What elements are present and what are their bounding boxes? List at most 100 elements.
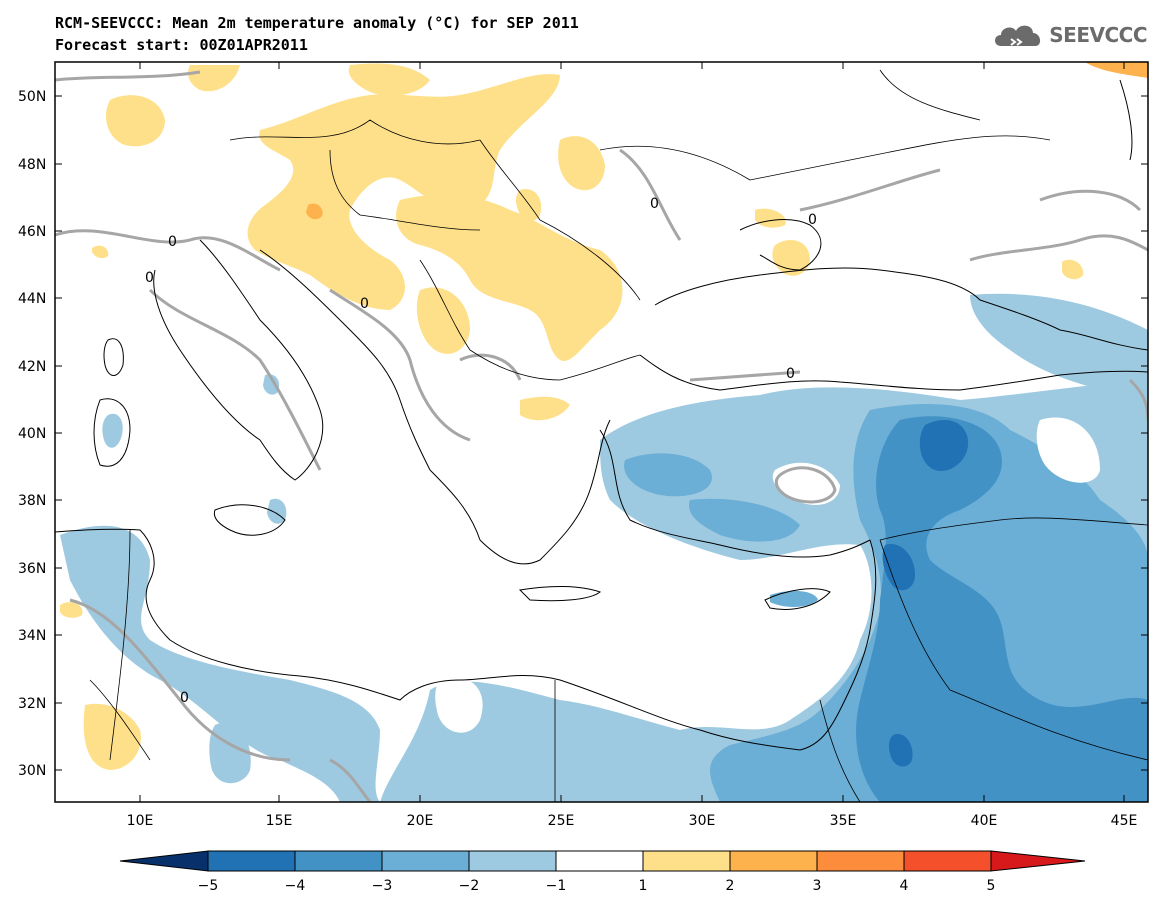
lat-label: 44N <box>18 291 46 307</box>
colorbar-tick-label: −4 <box>285 878 306 894</box>
lon-label: 30E <box>689 813 716 829</box>
anomaly-area-plus1-caucasus <box>1062 259 1084 280</box>
lat-label: 32N <box>18 696 46 712</box>
border-lines <box>89 69 1148 802</box>
lon-label: 20E <box>407 813 434 829</box>
lon-label: 45E <box>1111 813 1138 829</box>
colorbar-tick-label: −2 <box>459 878 480 894</box>
anomaly-neutral-sinai <box>435 677 483 733</box>
zero-contour-balkan <box>329 288 471 442</box>
lat-label: 30N <box>18 763 46 779</box>
anomaly-area-plus1-aegean <box>520 396 570 421</box>
zero-contour-caucasus <box>1039 189 1142 212</box>
coastline-italy <box>153 239 324 481</box>
coastline-crete <box>518 586 602 602</box>
lon-label: 10E <box>127 813 154 829</box>
zero-contour-ukraine <box>619 148 682 241</box>
anomaly-area-plus1-germany <box>105 95 165 147</box>
lat-label: 42N <box>18 359 46 375</box>
lat-label: 36N <box>18 561 46 577</box>
colorbar-arrow-high <box>990 850 1086 872</box>
coastline-adriatic <box>259 249 431 471</box>
forecast-start-label: Forecast start: 00Z01APR2011 <box>55 36 308 54</box>
colorbar-segment <box>642 850 731 872</box>
colorbar-segment <box>468 850 557 872</box>
anomaly-area-plus1-north <box>348 63 430 96</box>
anomaly-area-minus2-mid <box>689 498 800 542</box>
zero-contour-north <box>55 70 201 82</box>
zero-contour-libya <box>329 758 372 802</box>
contour-label: 0 <box>786 366 795 382</box>
colorbar-tick-label: 3 <box>813 878 822 894</box>
latitude-axis: 50N 48N 46N 44N 42N 40N 38N 36N 34N 32N … <box>18 89 1148 779</box>
coastline-greece <box>429 419 611 565</box>
map-frame <box>54 61 1149 803</box>
colorbar <box>119 850 1086 872</box>
coastline-turkey-south <box>599 429 871 558</box>
colorbar-segment <box>294 850 383 872</box>
colorbar-tick-label: −5 <box>198 878 219 894</box>
colorbar-labels: −5 −4 −3 −2 −1 1 2 3 4 5 <box>198 878 996 894</box>
coastlines <box>55 79 1148 751</box>
zero-contour-russia <box>799 168 941 212</box>
logo-text: SEEVCCC <box>1049 23 1147 47</box>
anomaly-area-plus1-alps <box>92 245 109 259</box>
coastline-sicily <box>213 504 286 536</box>
coastline-corsica <box>103 338 124 376</box>
anomaly-area-plus1-crimea-north <box>755 208 786 228</box>
coastline-black-sea <box>639 267 1148 391</box>
contour-label: 0 <box>650 196 659 212</box>
anomaly-area-minus1-africa <box>60 525 380 802</box>
lat-label: 40N <box>18 426 46 442</box>
anomaly-fields <box>60 62 1148 802</box>
zero-contour-cappadocia <box>774 466 837 504</box>
anomaly-area-minus1-cyprus <box>770 590 818 607</box>
colorbar-tick-label: 5 <box>987 878 996 894</box>
map-title: RCM-SEEVCCC: Mean 2m temperature anomaly… <box>55 14 579 32</box>
zero-contour-greece <box>459 353 522 381</box>
colorbar-tick-label: −1 <box>546 878 567 894</box>
contour-label: 0 <box>360 296 369 312</box>
coastline-levant <box>799 539 877 751</box>
cloud-icon <box>995 25 1041 46</box>
anomaly-area-plus2-croatia <box>306 203 323 220</box>
colorbar-segment <box>207 850 296 872</box>
anomaly-area-minus4-jordan <box>888 734 913 767</box>
contour-label: 0 <box>145 270 154 286</box>
colorbar-segment <box>381 850 470 872</box>
zero-contour-africa <box>69 598 291 762</box>
lat-label: 48N <box>18 157 46 173</box>
coastline-caspian <box>1119 79 1133 161</box>
colorbar-tick-label: 1 <box>639 878 648 894</box>
coastline-cyprus <box>764 588 831 610</box>
coastline-crimea <box>739 219 822 271</box>
colorbar-tick-label: −3 <box>372 878 393 894</box>
anomaly-area-minus1-sicily <box>267 498 287 524</box>
contour-label: 0 <box>180 690 189 706</box>
zero-contour-turkey <box>689 370 801 382</box>
anomaly-area-plus1-tunisia-w <box>60 602 83 618</box>
seevccc-logo: SEEVCCC <box>991 20 1147 50</box>
lat-label: 34N <box>18 628 46 644</box>
anomaly-area-plus1-poland <box>188 65 240 92</box>
lat-label: 50N <box>18 89 46 105</box>
anomaly-area-plus1-ukraine <box>558 136 605 191</box>
colorbar-tick-label: 2 <box>726 878 735 894</box>
coastline-africa <box>55 528 801 751</box>
zero-contour-italy <box>148 288 322 471</box>
anomaly-area-minus4 <box>919 420 969 471</box>
zero-contours <box>55 70 1148 802</box>
anomaly-area-plus1-serbia <box>416 287 470 354</box>
anomaly-area-plus1-central <box>247 74 560 310</box>
anomaly-area-plus1-pannonia <box>396 194 623 361</box>
colorbar-segment <box>729 850 818 872</box>
coastline-sardinia <box>93 398 131 467</box>
longitude-axis: 10E 15E 20E 25E 30E 35E 40E 45E <box>127 62 1138 829</box>
contour-label: 0 <box>168 234 177 250</box>
anomaly-area-minus1-sardinia <box>102 413 123 448</box>
anomaly-area-minus2-west <box>624 453 712 497</box>
lat-label: 46N <box>18 224 46 240</box>
lat-label: 38N <box>18 493 46 509</box>
lon-label: 35E <box>830 813 857 829</box>
